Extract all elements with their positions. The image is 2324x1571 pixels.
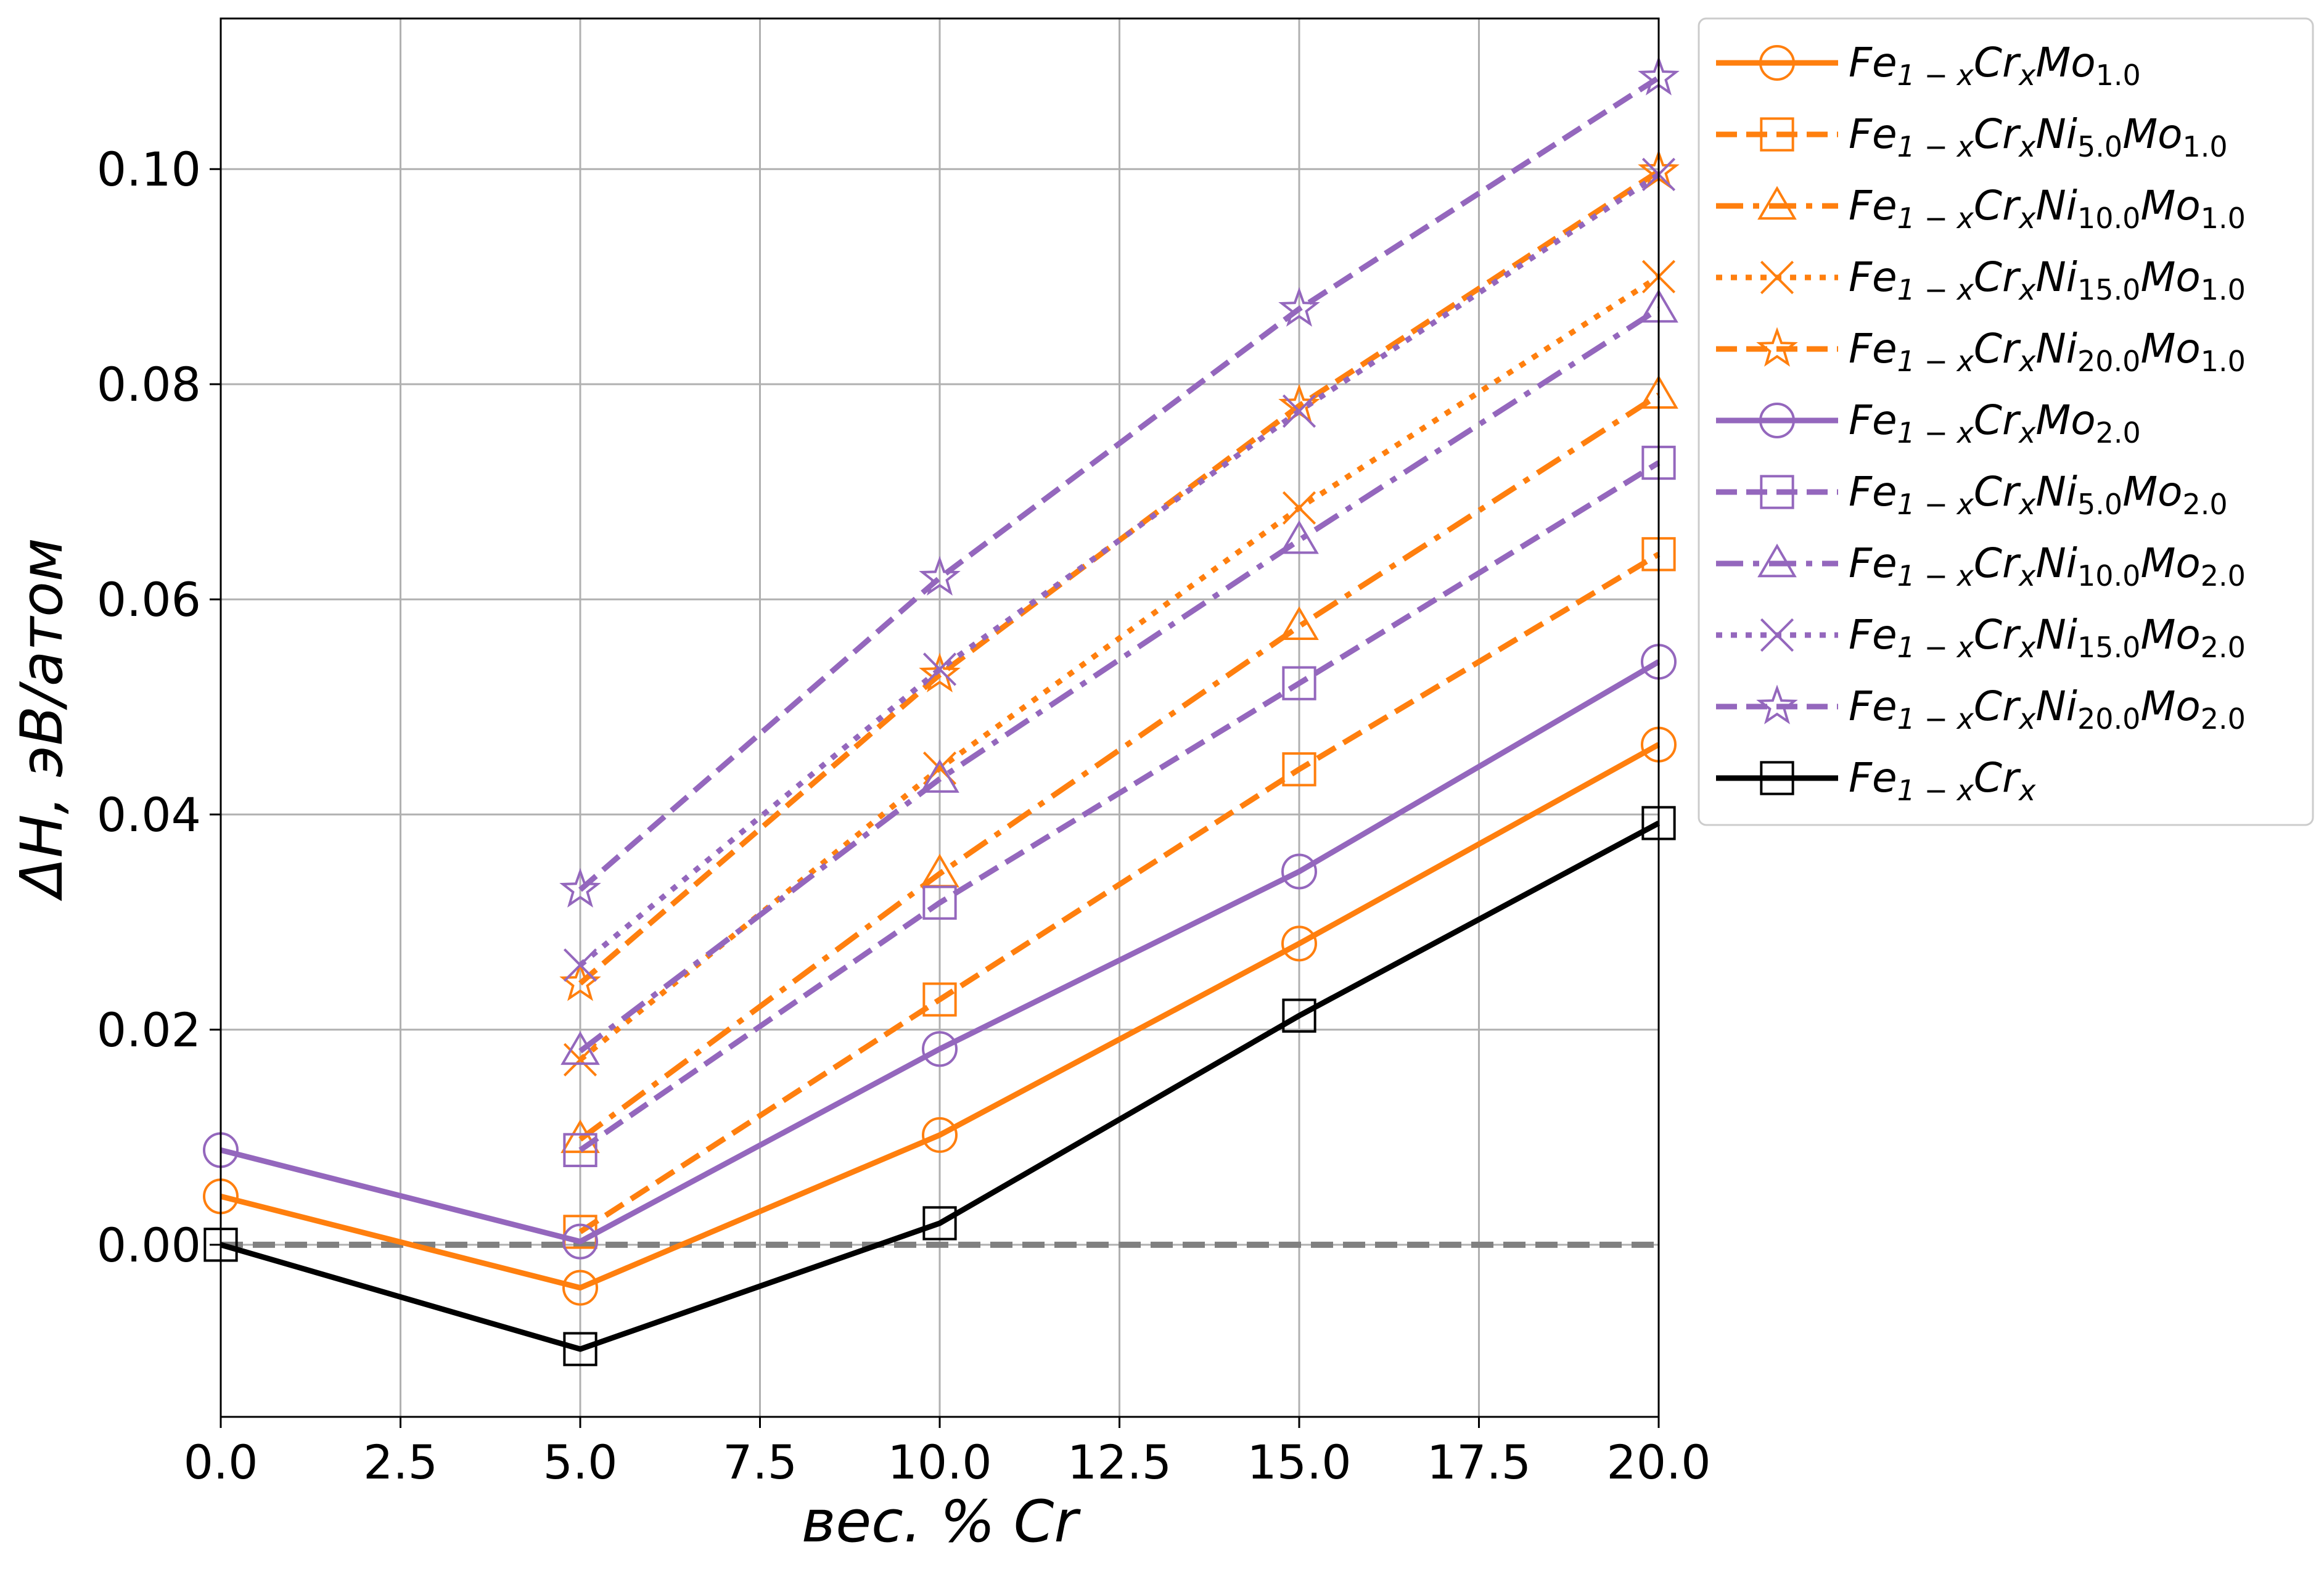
series-line	[578, 172, 1661, 967]
y-tick-label: 0.02	[97, 1003, 201, 1057]
legend-marker	[1760, 260, 1794, 295]
legend-label: Fe1 − xCrxNi15.0Mo1.0	[1849, 253, 2246, 306]
series-line	[220, 821, 1661, 1352]
x-tick-label: 10.0	[887, 1435, 992, 1490]
x-tick-label: 17.5	[1427, 1435, 1531, 1490]
legend-label: Fe1 − xCrxNi20.0Mo2.0	[1849, 683, 2246, 736]
legend-marker	[1757, 543, 1797, 578]
legend-marker	[1760, 618, 1794, 652]
x-axis-title: вес. % Cr	[802, 1488, 1082, 1556]
series-layer	[203, 55, 1680, 1366]
x-tick-label: 12.5	[1067, 1435, 1172, 1490]
x-axis-ticks: 0.0 2.5 5.0 7.5 10.0 12.5 15.0 17.5 20.0	[184, 1417, 1711, 1490]
legend-entry: Fe1 − xCrxNi5.0Mo1.0	[1716, 110, 2228, 163]
series-line	[578, 551, 1661, 1234]
data-point	[922, 982, 957, 1017]
data-point	[562, 1270, 598, 1306]
y-tick-label: 0.04	[97, 787, 201, 842]
data-point	[562, 1223, 598, 1260]
data-point	[563, 1133, 597, 1167]
series-line	[578, 392, 1661, 1142]
x-tick-label: 20.0	[1606, 1435, 1710, 1490]
series-line	[578, 75, 1661, 892]
data-point	[1281, 853, 1317, 890]
data-point	[1282, 752, 1316, 787]
legend-entry: Fe1 − xCrxNi15.0Mo1.0	[1716, 253, 2246, 306]
data-point	[559, 868, 601, 908]
y-tick-label: 0.00	[97, 1218, 201, 1273]
data-point	[1282, 998, 1316, 1033]
legend-marker	[1760, 117, 1794, 152]
series-line	[220, 742, 1661, 1291]
legend-label: Fe1 − xCrxNi5.0Mo1.0	[1849, 110, 2228, 163]
legend-marker	[1760, 761, 1794, 795]
data-point	[1278, 287, 1320, 327]
y-tick-label: 0.08	[97, 357, 201, 412]
y-axis-title: ΔH, эВ/атом	[9, 538, 76, 901]
legend-marker	[1760, 475, 1794, 509]
legend-box	[1698, 17, 2314, 826]
data-point	[563, 1043, 597, 1077]
data-point	[1282, 666, 1316, 700]
data-point	[1281, 925, 1317, 962]
data-point	[1279, 606, 1319, 640]
legend-entry: Fe1 − xCrxNi5.0Mo2.0	[1716, 468, 2228, 521]
legend-entry: Fe1 − xCrxNi20.0Mo2.0	[1716, 683, 2246, 736]
data-point	[922, 1031, 958, 1067]
legend-label: Fe1 − xCrxNi20.0Mo1.0	[1849, 325, 2246, 378]
data-point	[922, 652, 957, 686]
data-point	[922, 885, 957, 920]
data-point	[920, 759, 959, 793]
data-point	[919, 556, 961, 596]
series-line	[578, 460, 1661, 1153]
legend-marker	[1756, 684, 1798, 724]
series-line	[220, 659, 1661, 1245]
data-point	[1282, 394, 1316, 428]
legend-label: Fe1 − xCrxNi10.0Mo2.0	[1849, 539, 2246, 593]
series-line	[578, 274, 1661, 1062]
data-point	[560, 1031, 600, 1065]
data-point	[922, 1206, 957, 1241]
data-point	[563, 1332, 597, 1366]
legend-marker	[1759, 403, 1795, 438]
legend-label: Fe1 − xCrxNi5.0Mo2.0	[1849, 468, 2228, 521]
data-point	[563, 948, 597, 982]
series-line	[578, 306, 1661, 1054]
data-point	[922, 1117, 958, 1153]
legend-entry: Fe1 − xCrxNi10.0Mo2.0	[1716, 539, 2246, 593]
y-axis-ticks: 0.00 0.02 0.04 0.06 0.08 0.10	[97, 142, 221, 1273]
data-point	[560, 1119, 600, 1154]
legend-entry: Fe1 − xCrx	[1716, 754, 2036, 807]
legend-entry: Fe1 − xCrxNi20.0Mo1.0	[1716, 325, 2246, 378]
legend-entry: Fe1 − xCrxNi15.0Mo2.0	[1716, 611, 2246, 664]
y-tick-label: 0.06	[97, 572, 201, 627]
legend-entry: Fe1 − xCrxNi10.0Mo1.0	[1716, 182, 2246, 235]
legend-label: Fe1 − xCrxMo1.0	[1849, 39, 2141, 92]
legend-marker	[1756, 327, 1798, 367]
legend-marker	[1757, 186, 1797, 220]
data-point	[919, 652, 961, 692]
legend-label: Fe1 − xCrxNi10.0Mo1.0	[1849, 182, 2246, 235]
legend-label: Fe1 − xCrx	[1849, 754, 2036, 807]
legend: Fe1 − xCrxMo1.0 Fe1 − xCrxNi5.0Mo1.0 Fe1 −…	[1698, 17, 2314, 826]
legend-marker	[1759, 45, 1795, 81]
series-9	[563, 157, 1676, 982]
x-tick-label: 5.0	[543, 1435, 618, 1490]
x-tick-label: 0.0	[184, 1435, 258, 1490]
x-tick-label: 7.5	[723, 1435, 797, 1490]
x-tick-label: 2.5	[363, 1435, 438, 1490]
x-tick-label: 15.0	[1247, 1435, 1351, 1490]
y-tick-label: 0.10	[97, 142, 201, 197]
legend-entry: Fe1 − xCrxMo1.0	[1716, 39, 2141, 92]
legend-label: Fe1 − xCrxNi15.0Mo2.0	[1849, 611, 2246, 664]
legend-entry: Fe1 − xCrxMo2.0	[1716, 396, 2141, 449]
data-point	[1279, 520, 1319, 554]
legend-label: Fe1 − xCrxMo2.0	[1849, 396, 2141, 449]
data-point	[1282, 491, 1316, 525]
